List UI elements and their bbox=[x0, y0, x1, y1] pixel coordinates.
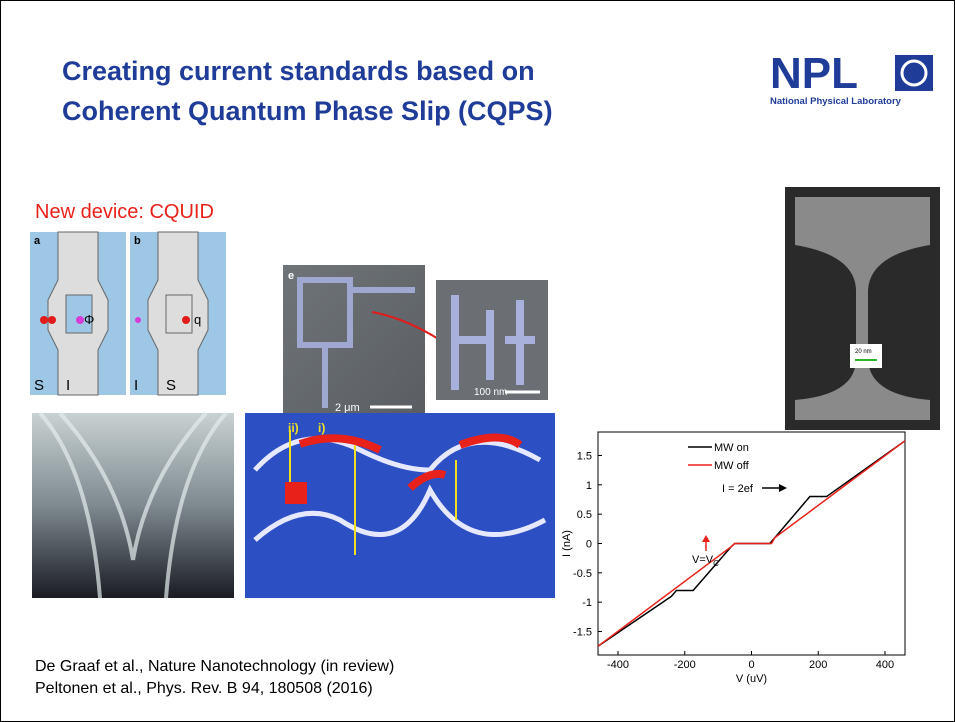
shape bbox=[48, 316, 56, 324]
annotation-sub: C bbox=[713, 559, 719, 568]
panel-label: I bbox=[134, 377, 138, 394]
x-axis-label: V (uV) bbox=[736, 673, 767, 685]
y-tick-label: 1.5 bbox=[577, 450, 592, 462]
scale-label: 2 μm bbox=[335, 402, 360, 414]
x-tick-label: 0 bbox=[748, 659, 754, 671]
map-label: i) bbox=[318, 421, 325, 435]
symbol: q bbox=[194, 312, 201, 327]
y-axis-label: I (nA) bbox=[561, 530, 573, 557]
gray-map bbox=[32, 413, 234, 598]
x-tick-label: -200 bbox=[674, 659, 696, 671]
y-tick-label: -1.5 bbox=[573, 627, 592, 639]
wire-image: 20 nm bbox=[785, 187, 940, 430]
y-tick-label: 0 bbox=[586, 539, 592, 551]
panel-label: I bbox=[66, 377, 70, 394]
shape bbox=[285, 482, 307, 504]
sem-image: e 2 μm bbox=[283, 265, 440, 415]
shape bbox=[32, 413, 234, 598]
iv-plot: -400 -200 0 200 400 -1.5 -1 -0.5 0 0.5 1 1.5 V (uV) I… bbox=[561, 432, 905, 685]
scale-label: 100 nm bbox=[474, 387, 507, 398]
slide: Creating current standards based on Cohe… bbox=[0, 0, 955, 722]
shape bbox=[135, 317, 141, 323]
shape bbox=[76, 316, 84, 324]
panel-a: a Φ S I bbox=[30, 232, 126, 395]
panel-label: S bbox=[166, 377, 176, 394]
legend-label: MW on bbox=[714, 442, 749, 454]
x-tick-label: 400 bbox=[876, 659, 894, 671]
reference: Peltonen et al., Phys. Rev. B 94, 180508… bbox=[35, 680, 373, 697]
panel-letter: a bbox=[34, 235, 41, 247]
annotation: I = 2ef bbox=[722, 483, 754, 495]
shape bbox=[40, 316, 48, 324]
subtitle: New device: CQUID bbox=[35, 201, 214, 223]
blue-map: ii) i) bbox=[245, 413, 555, 598]
shape bbox=[166, 295, 192, 333]
y-tick-label: 0.5 bbox=[577, 509, 592, 521]
logo-text: NPL bbox=[770, 49, 858, 98]
symbol: Φ bbox=[84, 312, 94, 327]
panel-label: S bbox=[34, 377, 44, 394]
shape bbox=[850, 344, 882, 368]
panel-letter: e bbox=[288, 270, 294, 282]
y-tick-label: 1 bbox=[586, 480, 592, 492]
x-tick-label: 200 bbox=[809, 659, 827, 671]
title-line: Creating current standards based on bbox=[62, 56, 535, 86]
panel-letter: b bbox=[134, 235, 141, 247]
scale-label: 20 nm bbox=[855, 349, 872, 355]
reference: De Graaf et al., Nature Nanotechnology (… bbox=[35, 658, 394, 675]
x-tick-label: -400 bbox=[607, 659, 629, 671]
y-tick-label: -0.5 bbox=[573, 568, 592, 580]
legend-label: MW off bbox=[714, 460, 750, 472]
y-tick-label: -1 bbox=[582, 597, 592, 609]
title-line: Coherent Quantum Phase Slip (CQPS) bbox=[62, 96, 553, 126]
sem-zoom: 100 nm bbox=[436, 280, 548, 400]
map-label: ii) bbox=[288, 421, 299, 435]
annotation-main: V=V bbox=[692, 554, 714, 566]
shape bbox=[182, 316, 190, 324]
logo-subtitle: National Physical Laboratory bbox=[770, 96, 902, 107]
panel-b: b q I S bbox=[130, 232, 226, 395]
